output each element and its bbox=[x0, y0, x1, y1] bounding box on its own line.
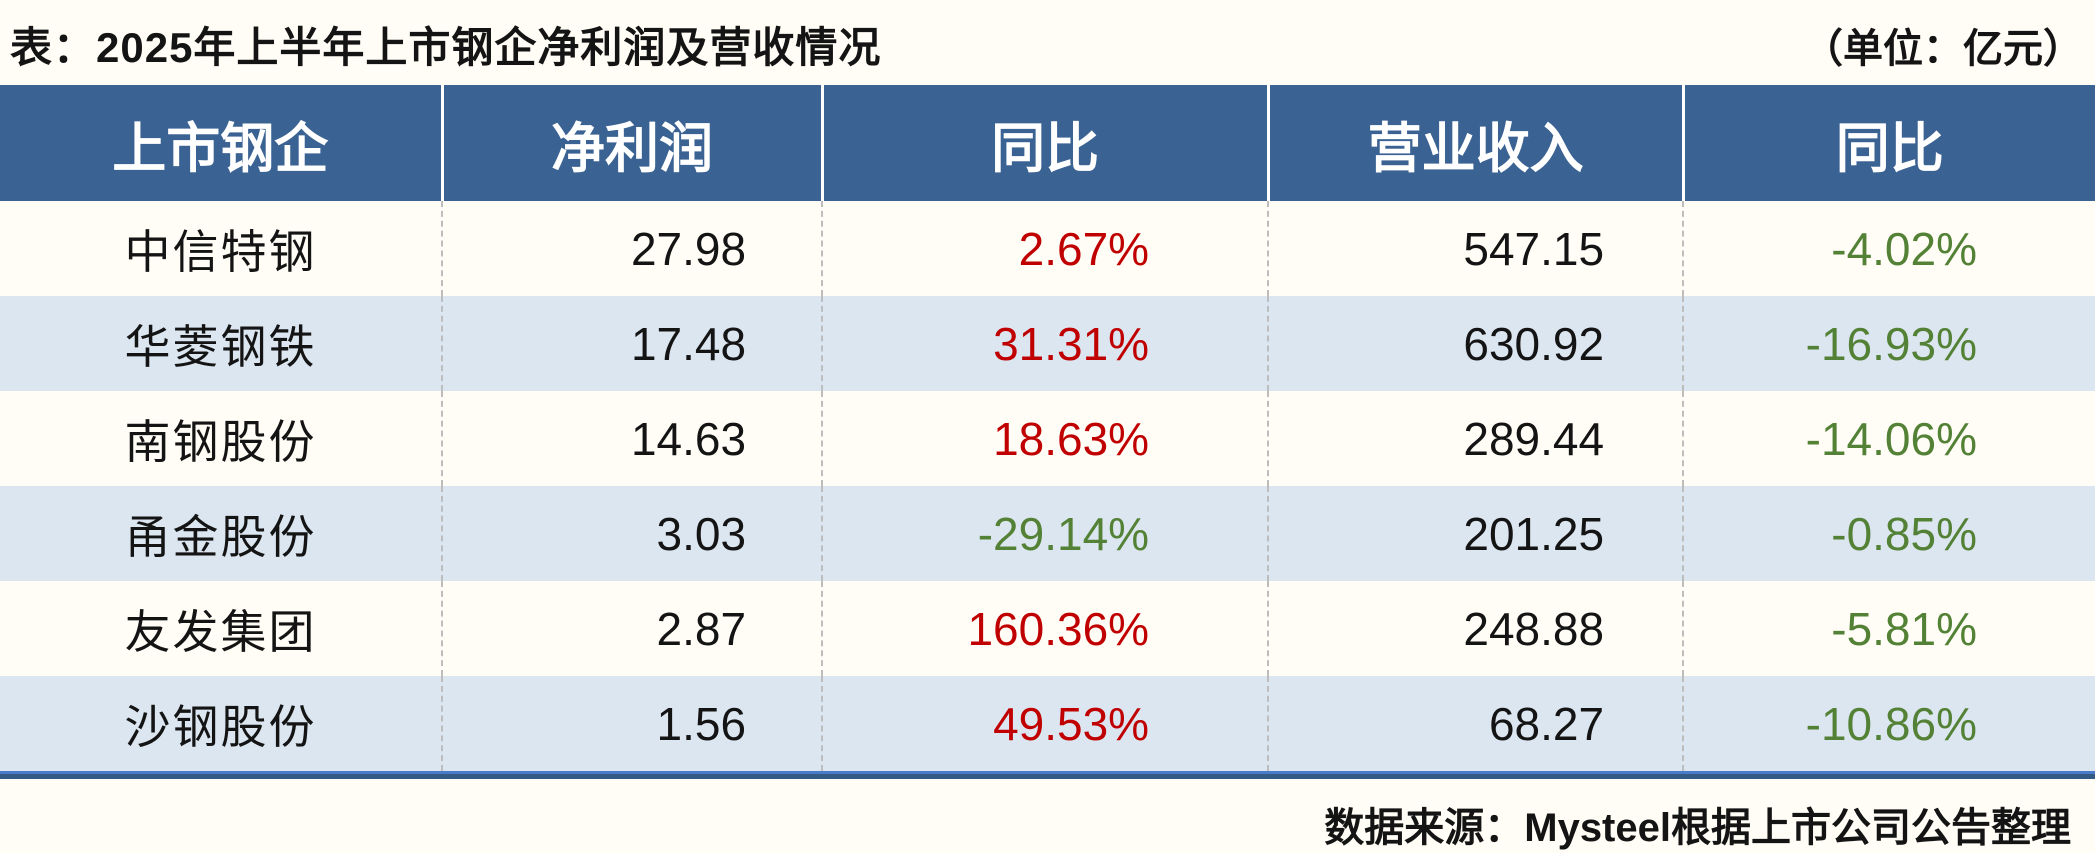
column-header: 净利润 bbox=[440, 85, 823, 201]
cell-revenue: 248.88 bbox=[1267, 581, 1684, 676]
table-body: 中信特钢 27.98 2.67% 547.15 -4.02% 华菱钢铁 17.48 31.31… bbox=[0, 201, 2095, 771]
cell-net-profit-yoy: 31.31% bbox=[821, 296, 1269, 391]
cell-net-profit-yoy: 49.53% bbox=[821, 676, 1269, 771]
column-header: 同比 bbox=[820, 85, 1269, 201]
cell-revenue: 630.92 bbox=[1267, 296, 1684, 391]
page-title: 表：2025年上半年上市钢企净利润及营收情况 bbox=[10, 24, 882, 71]
cell-net-profit-yoy: 2.67% bbox=[821, 201, 1269, 296]
table-row: 华菱钢铁 17.48 31.31% 630.92 -16.93% bbox=[0, 296, 2095, 391]
table-row: 南钢股份 14.63 18.63% 289.44 -14.06% bbox=[0, 391, 2095, 486]
column-header: 上市钢企 bbox=[0, 85, 443, 201]
cell-revenue: 289.44 bbox=[1267, 391, 1684, 486]
table-row: 友发集团 2.87 160.36% 248.88 -5.81% bbox=[0, 581, 2095, 676]
table-row: 甬金股份 3.03 -29.14% 201.25 -0.85% bbox=[0, 486, 2095, 581]
source-note: 数据来源：Mysteel根据上市公司公告整理 bbox=[1324, 806, 2071, 850]
table-header-row: 上市钢企 净利润 同比 营业收入 同比 bbox=[0, 85, 2095, 201]
cell-revenue-yoy: -0.85% bbox=[1682, 486, 2095, 581]
steel-companies-table: 上市钢企 净利润 同比 营业收入 同比 中信特钢 27.98 2.67% 547.15 -4.0… bbox=[0, 85, 2095, 771]
cell-net-profit: 1.56 bbox=[441, 676, 823, 771]
cell-net-profit-yoy: 160.36% bbox=[821, 581, 1269, 676]
cell-revenue-yoy: -5.81% bbox=[1682, 581, 2095, 676]
cell-company: 南钢股份 bbox=[124, 415, 317, 468]
cell-net-profit-yoy: 18.63% bbox=[821, 391, 1269, 486]
table-row: 中信特钢 27.98 2.67% 547.15 -4.02% bbox=[0, 201, 2095, 296]
cell-revenue-yoy: -10.86% bbox=[1682, 676, 2095, 771]
cell-revenue: 68.27 bbox=[1267, 676, 1684, 771]
cell-net-profit: 2.87 bbox=[441, 581, 823, 676]
cell-net-profit: 3.03 bbox=[441, 486, 823, 581]
cell-company: 华菱钢铁 bbox=[124, 320, 317, 373]
cell-company: 沙钢股份 bbox=[124, 700, 317, 753]
column-header: 同比 bbox=[1681, 85, 2095, 201]
cell-revenue: 201.25 bbox=[1267, 486, 1684, 581]
cell-company: 中信特钢 bbox=[124, 225, 317, 278]
table-row: 沙钢股份 1.56 49.53% 68.27 -10.86% bbox=[0, 676, 2095, 771]
cell-net-profit: 14.63 bbox=[441, 391, 823, 486]
column-header: 营业收入 bbox=[1266, 85, 1684, 201]
table-bottom-rule bbox=[0, 771, 2095, 779]
cell-net-profit: 27.98 bbox=[441, 201, 823, 296]
cell-revenue: 547.15 bbox=[1267, 201, 1684, 296]
cell-company: 友发集团 bbox=[124, 605, 317, 658]
title-bar: 表：2025年上半年上市钢企净利润及营收情况 （单位：亿元） bbox=[0, 0, 2095, 75]
cell-revenue-yoy: -16.93% bbox=[1682, 296, 2095, 391]
cell-revenue-yoy: -14.06% bbox=[1682, 391, 2095, 486]
cell-net-profit-yoy: -29.14% bbox=[821, 486, 1269, 581]
cell-net-profit: 17.48 bbox=[441, 296, 823, 391]
cell-company: 甬金股份 bbox=[124, 510, 317, 563]
table-header: 上市钢企 净利润 同比 营业收入 同比 bbox=[0, 85, 2095, 201]
unit-note: （单位：亿元） bbox=[1803, 27, 2083, 71]
cell-revenue-yoy: -4.02% bbox=[1682, 201, 2095, 296]
